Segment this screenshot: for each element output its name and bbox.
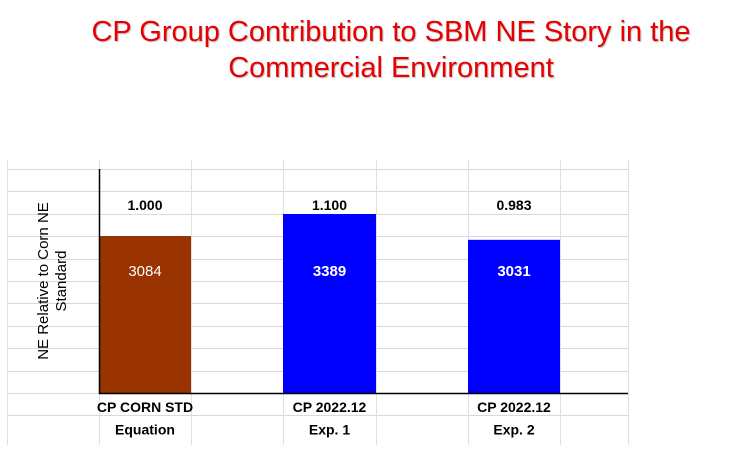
bar-3 <box>468 239 560 393</box>
bar-2 <box>283 214 376 393</box>
x-tick-label: CP 2022.12 <box>477 399 551 415</box>
chart-title-line-1: CP Group Contribution to SBM NE Story in… <box>91 16 691 48</box>
bar-value-label: 3031 <box>497 263 530 280</box>
bar-relative-label: 1.000 <box>127 197 162 213</box>
axes <box>98 169 628 395</box>
bars <box>99 214 560 393</box>
y-axis-label-line-2: Standard <box>53 250 70 312</box>
x-tick-label: CP CORN STD <box>97 399 193 415</box>
x-tick-label: CP 2022.12 <box>293 399 367 415</box>
x-tick-label: Exp. 1 <box>309 422 350 438</box>
labels: 3084 1.000 CP CORN STD Equation 3389 1.100 CP … <box>97 197 551 438</box>
bar-relative-label: 1.100 <box>312 197 347 213</box>
bar-value-label: 3084 <box>128 263 161 280</box>
chart-title: CP Group Contribution to SBM NE Story in… <box>0 14 733 86</box>
bar-value-label: 3389 <box>313 263 346 280</box>
chart-title-line-2: Commercial Environment <box>228 52 554 84</box>
y-axis-label-line-1: NE Relative to Corn NE <box>35 202 52 360</box>
bar-1 <box>99 236 191 393</box>
x-tick-label: Equation <box>115 422 175 438</box>
x-tick-label: Exp. 2 <box>493 422 534 438</box>
y-axis-label: NE Relative to Corn NE Standard <box>8 170 98 392</box>
bar-relative-label: 0.983 <box>496 197 531 213</box>
